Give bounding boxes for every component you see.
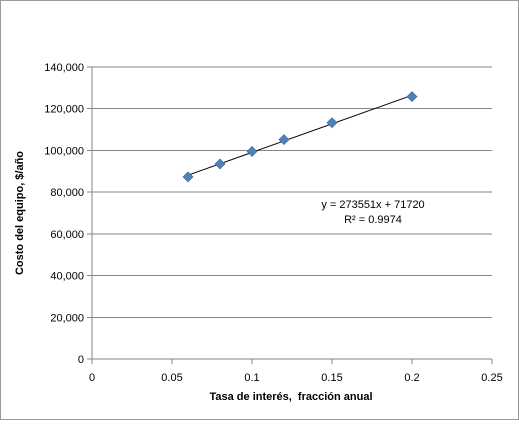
- y-tick-label: 20,000: [50, 312, 84, 324]
- x-tick-label: 0.05: [161, 372, 182, 384]
- y-axis-title: Costo del equipo, $/año: [14, 151, 26, 275]
- x-tick-label: 0.2: [404, 372, 419, 384]
- data-point: [214, 158, 226, 170]
- axes: [87, 66, 493, 364]
- y-tick-label: 120,000: [44, 104, 84, 116]
- data-point: [182, 171, 194, 183]
- trendline-equation: y = 273551x + 71720: [321, 199, 424, 211]
- trendline-r-squared: R² = 0.9974: [344, 214, 402, 226]
- x-tick-label: 0.15: [321, 372, 342, 384]
- trendline-group: [187, 94, 413, 176]
- data-point: [246, 146, 258, 157]
- x-tick-label: 0.1: [244, 372, 259, 384]
- x-axis-title: Tasa de interés, fracción anual: [209, 391, 372, 403]
- y-tick-label: 60,000: [50, 229, 84, 241]
- x-tick-label: 0: [89, 372, 95, 384]
- y-tick-label: 40,000: [50, 271, 84, 283]
- data-point: [278, 134, 290, 146]
- gridlines: [92, 66, 492, 318]
- trendline: [187, 94, 413, 176]
- data-point: [326, 117, 338, 129]
- y-tick-label: 100,000: [44, 145, 84, 157]
- x-tick-label: 0.25: [481, 372, 502, 384]
- y-tick-label: 140,000: [44, 62, 84, 74]
- tick-labels: 0 20,000 40,000 60,000 80,000 100,000 120,000 1…: [44, 62, 502, 384]
- data-point: [406, 91, 418, 103]
- y-tick-label: 0: [78, 354, 84, 366]
- y-tick-label: 80,000: [50, 187, 84, 199]
- data-points: [182, 91, 418, 183]
